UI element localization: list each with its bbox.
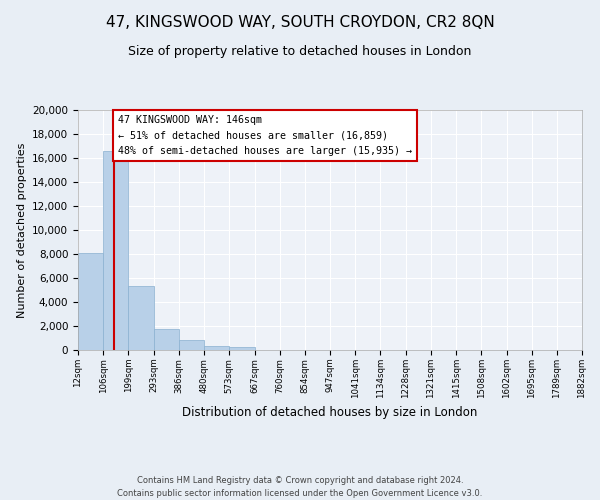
Text: Size of property relative to detached houses in London: Size of property relative to detached ho… (128, 45, 472, 58)
Text: 47 KINGSWOOD WAY: 146sqm
← 51% of detached houses are smaller (16,859)
48% of se: 47 KINGSWOOD WAY: 146sqm ← 51% of detach… (118, 115, 412, 156)
Y-axis label: Number of detached properties: Number of detached properties (17, 142, 26, 318)
Bar (179, 340, 204, 350)
Text: 47, KINGSWOOD WAY, SOUTH CROYDON, CR2 8QN: 47, KINGSWOOD WAY, SOUTH CROYDON, CR2 8Q… (106, 15, 494, 30)
Text: Contains HM Land Registry data © Crown copyright and database right 2024.
Contai: Contains HM Land Registry data © Crown c… (118, 476, 482, 498)
Bar (204, 346, 229, 350)
Bar (154, 329, 179, 350)
X-axis label: Distribution of detached houses by size in London: Distribution of detached houses by size … (182, 406, 478, 420)
Bar (229, 347, 254, 350)
Bar (103, 151, 128, 350)
Bar (128, 286, 154, 350)
Bar (78, 253, 103, 350)
